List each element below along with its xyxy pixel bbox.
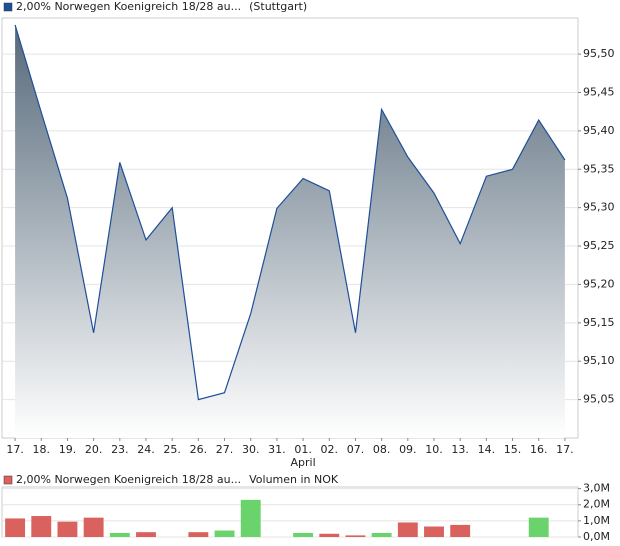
volume-bar bbox=[240, 499, 261, 537]
legend-label: 2,00% Norwegen Koenigreich 18/28 au... bbox=[16, 0, 241, 13]
volume-bar bbox=[188, 532, 209, 537]
legend-subtitle: (Stuttgart) bbox=[249, 0, 307, 13]
y-tick-label: 95,30 bbox=[583, 201, 615, 214]
x-tick-label: 01. bbox=[294, 443, 312, 456]
y-tick-label: 0,0M bbox=[583, 530, 610, 543]
x-tick-label: 16. bbox=[530, 443, 548, 456]
x-tick-label: 10. bbox=[425, 443, 443, 456]
volume-bar bbox=[57, 521, 78, 537]
y-tick-label: 95,35 bbox=[583, 162, 615, 175]
y-tick-label: 2,0M bbox=[583, 498, 610, 511]
x-tick-label: 20. bbox=[85, 443, 103, 456]
volume-bar bbox=[424, 526, 444, 537]
y-tick-label: 95,40 bbox=[583, 124, 615, 137]
x-tick-label: 02. bbox=[321, 443, 339, 456]
x-tick-label: 23. bbox=[111, 443, 129, 456]
legend-subtitle: Volumen in NOK bbox=[249, 473, 339, 486]
volume-bar bbox=[5, 518, 26, 537]
volume-bar bbox=[293, 532, 314, 537]
y-tick-label: 95,10 bbox=[583, 354, 615, 367]
volume-bar bbox=[397, 522, 418, 537]
volume-bar bbox=[450, 524, 471, 537]
x-tick-label: 19. bbox=[59, 443, 77, 456]
x-tick-label: 13. bbox=[451, 443, 469, 456]
volume-bar bbox=[371, 532, 392, 537]
volume-bar bbox=[345, 535, 366, 537]
area bbox=[15, 24, 565, 439]
x-tick-label: 25. bbox=[163, 443, 181, 456]
y-tick-label: 95,45 bbox=[583, 85, 615, 98]
legend-swatch bbox=[3, 2, 13, 12]
x-tick-label: 15. bbox=[504, 443, 522, 456]
y-tick-label: 95,20 bbox=[583, 277, 615, 290]
y-tick-label: 95,25 bbox=[583, 239, 615, 252]
x-tick-label: 09. bbox=[399, 443, 417, 456]
legend-swatch bbox=[3, 475, 13, 485]
y-tick-label: 95,05 bbox=[583, 393, 615, 406]
volume-bar bbox=[31, 516, 52, 537]
volume-bar bbox=[83, 517, 104, 537]
x-tick-label: 17. bbox=[556, 443, 574, 456]
price-line bbox=[14, 24, 566, 401]
y-tick-label: 3,0M bbox=[583, 482, 610, 495]
volume-bar bbox=[109, 532, 130, 537]
x-tick-label: 17. bbox=[6, 443, 24, 456]
volume-bar bbox=[319, 533, 340, 537]
x-tick-label: 30. bbox=[242, 443, 260, 456]
volume-bar bbox=[136, 532, 156, 537]
volume-bar bbox=[214, 530, 235, 537]
y-tick-label: 1,0M bbox=[583, 514, 610, 527]
y-tick-label: 95,50 bbox=[583, 47, 615, 60]
x-tick-label: 14. bbox=[478, 443, 496, 456]
x-tick-label: 31. bbox=[268, 443, 286, 456]
volume-bar bbox=[528, 517, 549, 537]
x-tick-label: 08. bbox=[373, 443, 391, 456]
x-tick-label: 18. bbox=[33, 443, 51, 456]
x-tick-label: 27. bbox=[216, 443, 234, 456]
x-tick-label: 24. bbox=[137, 443, 155, 456]
month-label: April bbox=[291, 456, 316, 469]
x-tick-label: 07. bbox=[347, 443, 365, 456]
y-tick-label: 95,15 bbox=[583, 316, 615, 329]
x-tick-label: 26. bbox=[190, 443, 208, 456]
legend-label: 2,00% Norwegen Koenigreich 18/28 au... bbox=[16, 473, 241, 486]
